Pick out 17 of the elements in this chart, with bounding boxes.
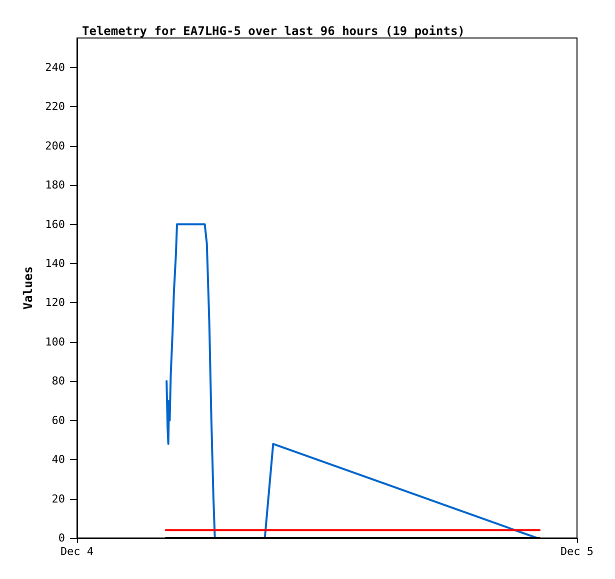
y-tick-label: 240 xyxy=(45,60,65,74)
x-tick-label: Dec 4 xyxy=(60,545,94,558)
y-tick-label: 40 xyxy=(52,453,65,466)
y-tick-label: 100 xyxy=(45,335,65,348)
y-tick-label: 180 xyxy=(45,178,65,192)
y-tick-label: 80 xyxy=(52,374,65,388)
y-tick-label: 120 xyxy=(45,296,65,310)
y-tick-label: 0 xyxy=(58,532,65,544)
y-tick-label: 140 xyxy=(45,256,65,270)
chart-title: Telemetry for EA7LHG-5 over last 96 hours (19 points) xyxy=(82,24,465,38)
y-tick-label: 200 xyxy=(45,139,65,152)
y-axis-title: Values xyxy=(21,266,36,310)
y-tick-label: 20 xyxy=(52,492,65,506)
y-tick-label: 160 xyxy=(45,218,65,231)
y-tick-label: 60 xyxy=(52,414,65,427)
y-tick-label: 220 xyxy=(45,100,65,114)
x-tick-label: Dec 5 xyxy=(560,545,594,558)
